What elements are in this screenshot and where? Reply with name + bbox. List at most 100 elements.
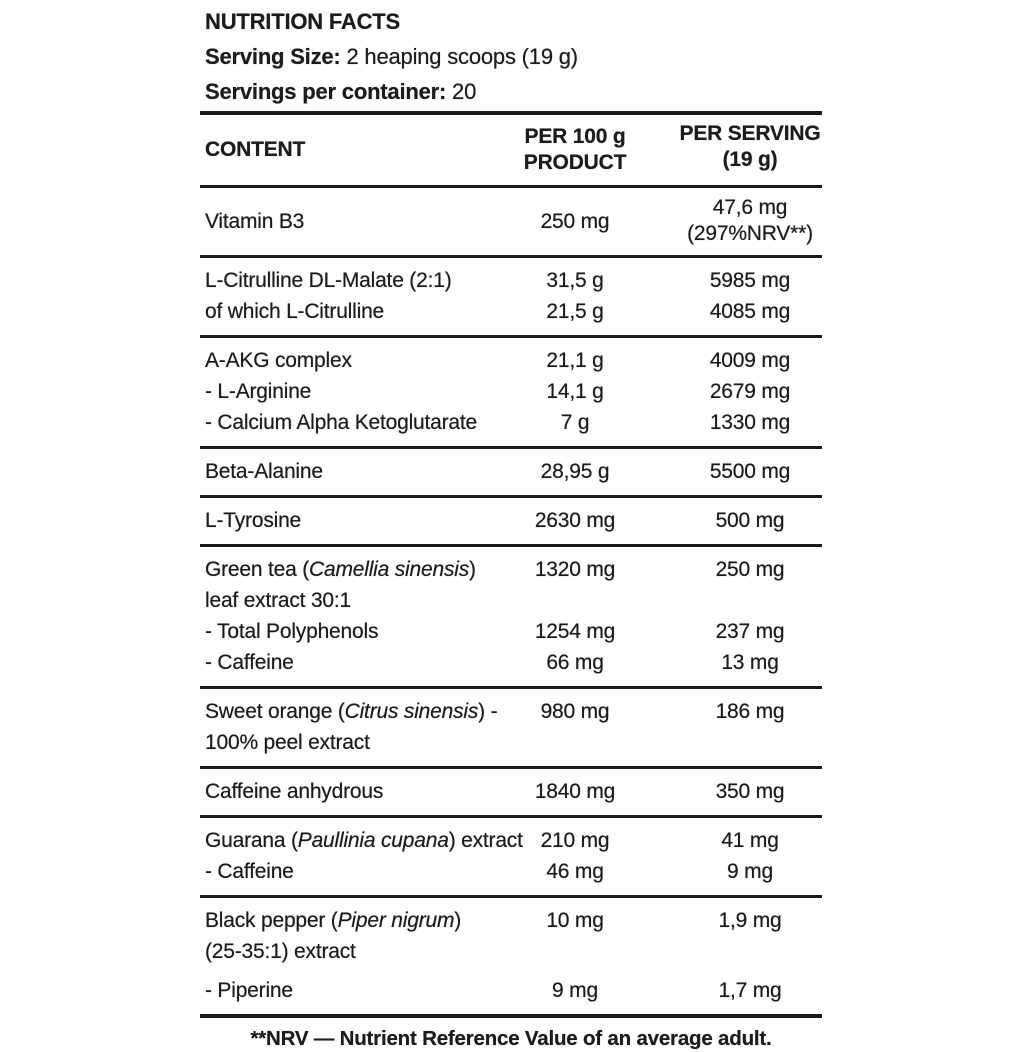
table-row: - Calcium Alpha Ketoglutarate 7 g 1330 m… (200, 407, 822, 438)
table-row: Green tea (Camellia sinensis) leaf extra… (200, 554, 822, 616)
table-row: Vitamin B3 250 mg 47,6 mg (297%NRV**) (200, 195, 822, 247)
column-header-per-serving-line1: PER SERVING (679, 122, 821, 145)
per-serving-value: 350 mg (715, 780, 785, 803)
table-row: - Caffeine 46 mg 9 mg (200, 856, 822, 887)
table-section: Beta-Alanine 28,95 g 5500 mg (200, 446, 822, 495)
table-section: L-Tyrosine 2630 mg 500 mg (200, 495, 822, 544)
ingredient-name: A-AKG complex (200, 345, 510, 376)
per-serving-value: 5500 mg (709, 460, 791, 483)
column-header-per-100g-line2: PRODUCT (523, 151, 627, 174)
ingredient-name: Vitamin B3 (200, 206, 510, 237)
ingredient-latin-name: Paullinia cupana (297, 829, 449, 852)
per-serving-value: 47,6 mg (297%NRV**) (640, 195, 822, 247)
ingredient-name-text: A-AKG complex (205, 349, 352, 372)
servings-value: 20 (446, 79, 477, 104)
column-header-per-serving-line2: (19 g) (722, 148, 778, 171)
table-section: Black pepper (Piper nigrum) (25-35:1) ex… (200, 895, 822, 1014)
ingredient-latin-name: Piper nigrum (337, 909, 455, 932)
servings-label: Servings per container: (205, 79, 447, 104)
nrv-footnote: **NRV — Nutrient Reference Value of an a… (250, 1027, 772, 1050)
table-row: Sweet orange (Citrus sinensis) - 100% pe… (200, 696, 822, 758)
ingredient-name-text: Caffeine anhydrous (205, 780, 384, 803)
ingredient-name-text: - Piperine (205, 979, 293, 1002)
per-100g-value: 250 mg (540, 209, 610, 233)
servings-per-container-line: Servings per container: 20 (205, 74, 822, 109)
ingredient-name: Beta-Alanine (200, 456, 510, 487)
table-section: Green tea (Camellia sinensis) leaf extra… (200, 544, 822, 686)
label-intro: NUTRITION FACTS Serving Size: 2 heaping … (200, 4, 822, 109)
per-100g-value: 9 mg (552, 979, 598, 1002)
table-section: L-Citrulline DL-Malate (2:1) 31,5 g 5985… (200, 255, 822, 335)
per-serving-value: 9 mg (727, 860, 773, 883)
per-100g-value: 1840 mg (534, 780, 616, 803)
ingredient-name-text: - Total Polyphenols (205, 620, 379, 643)
ingredient-name: - Total Polyphenols (200, 616, 510, 647)
table-row: L-Citrulline DL-Malate (2:1) 31,5 g 5985… (200, 265, 822, 296)
table-section: Sweet orange (Citrus sinensis) - 100% pe… (200, 686, 822, 766)
per-serving-value: 41 mg (721, 829, 779, 852)
per-serving-value: 186 mg (715, 700, 785, 723)
serving-size-label: Serving Size: (205, 44, 341, 69)
ingredient-name-text: ) (454, 909, 462, 932)
column-header-per-100g-line1: PER 100 g (524, 125, 626, 148)
per-100g-value: 1320 mg (534, 558, 616, 581)
table-row: - Total Polyphenols 1254 mg 237 mg (200, 616, 822, 647)
per-serving-value: 500 mg (715, 509, 785, 532)
nutrition-label: NUTRITION FACTS Serving Size: 2 heaping … (200, 4, 822, 1052)
ingredient-name: Sweet orange (Citrus sinensis) - 100% pe… (200, 696, 510, 758)
ingredient-name-line2: 100% peel extract (205, 731, 370, 754)
column-header-per-serving: PER SERVING (19 g) (640, 121, 822, 176)
table-section: A-AKG complex 21,1 g 4009 mg - L-Arginin… (200, 335, 822, 446)
per-100g-value: 14,1 g (546, 380, 604, 403)
per-100g-value: 210 mg (540, 829, 610, 852)
ingredient-name-text: Green tea ( (205, 558, 310, 581)
ingredient-name-line2: (25-35:1) extract (205, 940, 356, 963)
ingredient-name: Green tea (Camellia sinensis) leaf extra… (200, 554, 510, 616)
ingredient-name: of which L-Citrulline (200, 296, 510, 327)
per-100g-value: 31,5 g (546, 269, 604, 292)
ingredient-name: - Calcium Alpha Ketoglutarate (200, 407, 510, 438)
ingredient-name-text: - Caffeine (205, 860, 294, 883)
per-serving-value: 237 mg (715, 620, 785, 643)
per-serving-value: 1,7 mg (718, 979, 782, 1002)
ingredient-name-text: Sweet orange ( (205, 700, 345, 723)
per-100g-value: 1254 mg (534, 620, 616, 643)
ingredient-name: L-Tyrosine (200, 505, 510, 536)
table-section: Guarana (Paullinia cupana) extract 210 m… (200, 815, 822, 895)
per-100g-value: 46 mg (546, 860, 604, 883)
ingredient-name-line2: leaf extract 30:1 (205, 589, 352, 612)
table-row: Beta-Alanine 28,95 g 5500 mg (200, 456, 822, 487)
nutrition-table: CONTENT PER 100 g PRODUCT PER SERVING (1… (200, 111, 822, 1018)
ingredient-name-text: Black pepper ( (205, 909, 338, 932)
per-100g-value: 21,1 g (546, 349, 604, 372)
table-section: Vitamin B3 250 mg 47,6 mg (297%NRV**) (200, 185, 822, 255)
table-row: - L-Arginine 14,1 g 2679 mg (200, 376, 822, 407)
ingredient-name-text: Beta-Alanine (205, 460, 323, 483)
ingredient-latin-name: Camellia sinensis (309, 558, 470, 581)
serving-size-line: Serving Size: 2 heaping scoops (19 g) (205, 39, 822, 74)
ingredient-name: Guarana (Paullinia cupana) extract (200, 825, 523, 856)
ingredient-latin-name: Citrus sinensis (344, 700, 479, 723)
table-row: - Piperine 9 mg 1,7 mg (200, 975, 822, 1006)
ingredient-name: - Caffeine (200, 856, 510, 887)
ingredient-name-text: of which L-Citrulline (205, 300, 385, 323)
table-row: of which L-Citrulline 21,5 g 4085 mg (200, 296, 822, 327)
label-title: NUTRITION FACTS (205, 9, 400, 34)
ingredient-name-text: L-Tyrosine (205, 509, 302, 532)
ingredient-name: - L-Arginine (200, 376, 510, 407)
ingredient-name: Caffeine anhydrous (200, 776, 510, 807)
table-row: - Caffeine 66 mg 13 mg (200, 647, 822, 678)
ingredient-name: L-Citrulline DL-Malate (2:1) (200, 265, 510, 296)
per-serving-value: 1,9 mg (718, 909, 782, 932)
serving-size-value: 2 heaping scoops (19 g) (340, 44, 578, 69)
table-row: L-Tyrosine 2630 mg 500 mg (200, 505, 822, 536)
per-100g-value: 66 mg (546, 651, 604, 674)
table-section: Caffeine anhydrous 1840 mg 350 mg (200, 766, 822, 815)
per-serving-value: 5985 mg (709, 269, 791, 292)
per-100g-value: 28,95 g (540, 460, 610, 483)
per-serving-value: 4009 mg (709, 349, 791, 372)
table-row: A-AKG complex 21,1 g 4009 mg (200, 345, 822, 376)
table-header-row: CONTENT PER 100 g PRODUCT PER SERVING (1… (200, 111, 822, 185)
table-row: Caffeine anhydrous 1840 mg 350 mg (200, 776, 822, 807)
ingredient-name-text: - L-Arginine (205, 380, 312, 403)
